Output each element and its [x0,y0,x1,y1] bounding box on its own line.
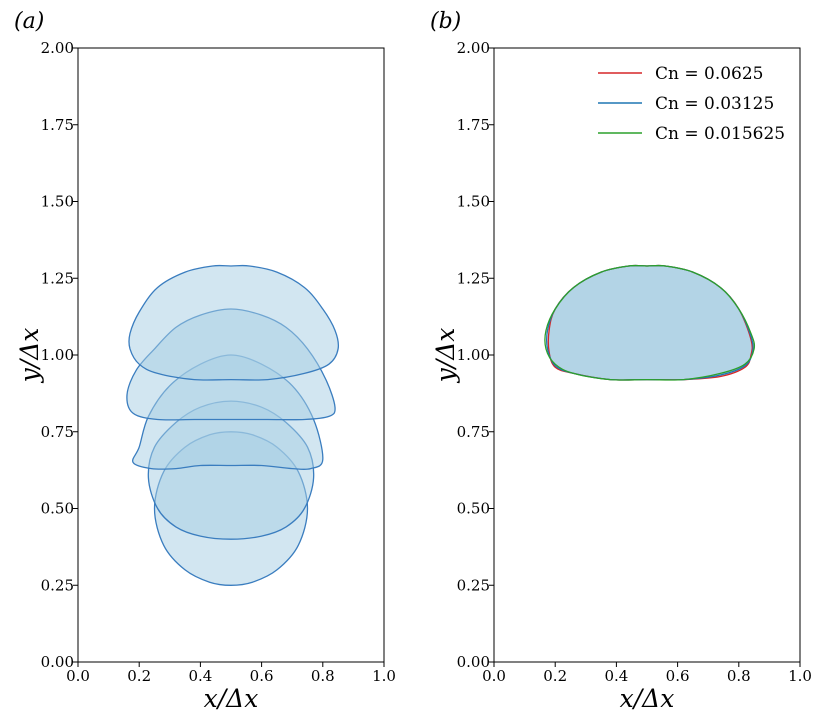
panel-a-x-tick-label-1: 0.2 [127,667,151,685]
panel-a-y-tick-label-7: 1.75 [41,116,74,134]
panel-b-label: (b) [430,9,461,34]
panel-b: (b) 0.0 0.2 0.4 0.6 0.8 1.0 0.00 0.25 0.50 0.75 1… [430,9,812,713]
panel-a-x-tick-label-0: 0.0 [66,667,90,685]
panel-a-x-tick-label-2: 0.4 [188,667,212,685]
panel-a-x-tick-label-4: 0.8 [311,667,335,685]
panel-a-shapes [126,264,340,586]
panel-a-y-ticks: 0.00 0.25 0.50 0.75 1.00 1.25 1.50 1.75 2.00 [41,39,78,671]
panel-b-y-tick-label-0: 0.00 [457,653,490,671]
panel-b-series-0 [547,264,753,381]
panel-b-legend: Cn = 0.0625 Cn = 0.03125 Cn = 0.015625 [598,64,785,144]
panel-b-y-tick-label-3: 0.75 [457,423,490,441]
panel-b-x-tick-label-3: 0.6 [666,667,690,685]
panel-b-y-tick-label-2: 0.50 [457,500,490,518]
panel-b-y-tick-label-7: 1.75 [457,116,490,134]
panel-a-y-tick-label-1: 0.25 [41,576,74,594]
legend-label-0: Cn = 0.0625 [655,64,764,84]
panel-b-x-tick-label-5: 1.0 [788,667,812,685]
panel-b-y-tick-label-5: 1.25 [457,269,490,287]
panel-b-y-ticks: 0.00 0.25 0.50 0.75 1.00 1.25 1.50 1.75 2.00 [457,39,494,671]
panel-b-x-tick-label-0: 0.0 [482,667,506,685]
panel-a-y-tick-label-5: 1.25 [41,269,74,287]
panel-a-x-ticks: 0.0 0.2 0.4 0.6 0.8 1.0 [66,662,396,685]
panel-b-shapes [544,264,756,381]
panel-b-series-2 [544,264,756,381]
panel-a-y-axis-label: y/Δx [15,328,44,384]
panel-b-x-tick-label-4: 0.8 [727,667,751,685]
panel-a-y-tick-label-0: 0.00 [41,653,74,671]
panel-a-x-tick-label-3: 0.6 [250,667,274,685]
panel-a-x-axis-label: x/Δx [204,684,259,713]
panel-b-y-tick-label-8: 2.00 [457,39,490,57]
panel-b-y-tick-label-6: 1.50 [457,193,490,211]
panel-a-series-4 [128,264,340,381]
panel-a-y-tick-label-8: 2.00 [41,39,74,57]
panel-b-x-axis-label: x/Δx [620,684,675,713]
panel-b-x-tick-label-1: 0.2 [543,667,567,685]
panel-b-y-tick-label-4: 1.00 [457,346,490,364]
legend-label-1: Cn = 0.03125 [655,94,774,114]
panel-a-y-tick-label-2: 0.50 [41,500,74,518]
panel-b-y-tick-label-1: 0.25 [457,576,490,594]
panel-b-y-axis-label: y/Δx [431,328,460,384]
panel-a-label: (a) [14,9,44,34]
panel-a-x-tick-label-5: 1.0 [372,667,396,685]
panel-a-y-tick-label-3: 0.75 [41,423,74,441]
panel-b-x-ticks: 0.0 0.2 0.4 0.6 0.8 1.0 [482,662,812,685]
panel-a: (a) 0.0 0.2 0.4 0.6 0.8 1.0 0.00 0.25 0.50 0.75 1… [14,9,396,713]
panel-a-y-tick-label-6: 1.50 [41,193,74,211]
panel-b-x-tick-label-2: 0.4 [604,667,628,685]
panel-a-y-tick-label-4: 1.00 [41,346,74,364]
legend-label-2: Cn = 0.015625 [655,124,785,144]
